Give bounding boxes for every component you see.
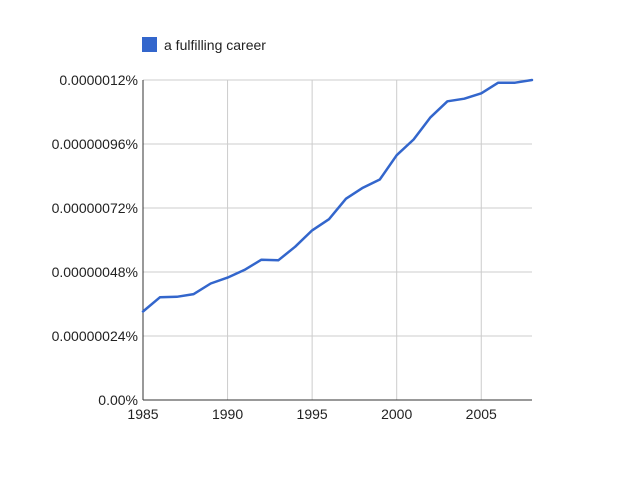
plot-area: 0.00% 0.00000024% 0.00000048% 0.00000072% 0.… bbox=[52, 72, 534, 422]
x-tick-label: 2000 bbox=[381, 406, 412, 422]
y-tick-label: 0.00000024% bbox=[52, 328, 138, 344]
y-tick-label: 0.00000096% bbox=[52, 136, 138, 152]
series-line bbox=[141, 78, 534, 313]
y-tick-label: 0.00000072% bbox=[52, 200, 138, 216]
y-tick-label: 0.0000012% bbox=[59, 72, 138, 88]
x-tick-label: 1995 bbox=[297, 406, 328, 422]
legend-label: a fulfilling career bbox=[164, 37, 266, 53]
legend: a fulfilling career bbox=[142, 37, 266, 53]
x-tick-label: 1990 bbox=[212, 406, 243, 422]
x-tick-label: 1985 bbox=[127, 406, 158, 422]
y-tick-label: 0.00% bbox=[98, 392, 138, 408]
y-tick-label: 0.00000048% bbox=[52, 264, 138, 280]
legend-swatch bbox=[142, 37, 157, 52]
x-tick-label: 2005 bbox=[466, 406, 497, 422]
